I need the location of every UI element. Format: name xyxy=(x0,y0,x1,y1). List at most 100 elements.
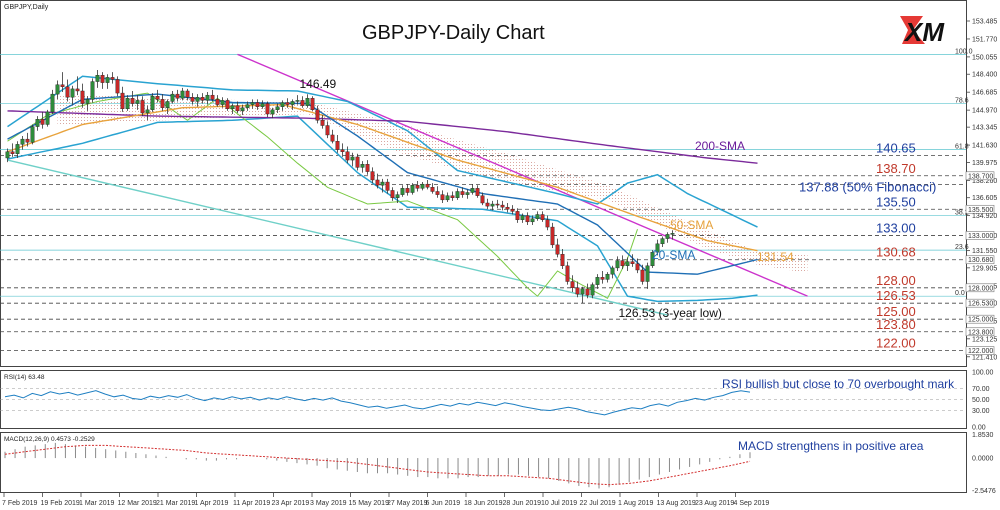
price-tick-label: 150.055 xyxy=(972,54,997,61)
price-panel xyxy=(0,0,967,367)
candle-body xyxy=(650,251,655,267)
annotations: 140.65 138.70 137.88 (50% Fibonacci)135.50… xyxy=(300,77,937,350)
rsi-plot: 100.00 70.00 50.00 30.00 0.00 xyxy=(0,370,994,432)
candle-body xyxy=(360,164,365,168)
candle-body xyxy=(445,195,450,201)
candle-body xyxy=(555,244,560,255)
price-tick-label: 134.920 xyxy=(972,213,997,220)
candle-body xyxy=(180,90,185,99)
rsi-line xyxy=(4,390,751,416)
x-tick-label: 22 Jul 2019 xyxy=(580,500,616,507)
x-tick-label: 13 Aug 2019 xyxy=(657,500,696,507)
candle-body xyxy=(95,75,100,82)
level-label: 138.70 xyxy=(876,161,916,176)
candle-body xyxy=(575,287,580,295)
fib-label: 61.8 xyxy=(955,144,969,151)
fib-label: 100.0 xyxy=(955,48,973,55)
price-tick-label: 143.345 xyxy=(972,125,997,132)
candle-body xyxy=(70,88,75,98)
rsi-tick-label: 100.00 xyxy=(972,370,994,377)
candle-body xyxy=(250,102,255,105)
level-label: 123.80 xyxy=(876,317,916,332)
level-tag: 128.000 xyxy=(968,285,993,292)
candle-body xyxy=(385,181,390,191)
candle-body xyxy=(140,100,145,114)
candle-body xyxy=(40,119,45,125)
candle-body xyxy=(280,102,285,107)
candle-body xyxy=(670,233,675,235)
level-label: 130.68 xyxy=(876,245,916,260)
candle-body xyxy=(10,151,15,154)
candle-body xyxy=(195,97,200,102)
candle-body xyxy=(30,126,35,143)
candle-body xyxy=(525,215,530,223)
macd-tick-label: -2.5476 xyxy=(972,488,996,495)
candle-body xyxy=(435,191,440,195)
x-tick-label: 1 Mar 2019 xyxy=(79,500,115,507)
x-tick-label: 28 Jun 2019 xyxy=(503,500,542,507)
candle-body xyxy=(645,265,650,282)
macd-tick-label: 1.8530 xyxy=(972,432,994,439)
candle-body xyxy=(595,277,600,285)
level-tag-box xyxy=(965,314,995,324)
level-label: 126.53 xyxy=(876,288,916,303)
candle-body xyxy=(590,284,595,296)
candle-body xyxy=(85,99,90,104)
level-label: 125.00 xyxy=(876,304,916,319)
candle-body xyxy=(475,188,480,196)
candle-body xyxy=(425,183,430,188)
candle-body xyxy=(485,202,490,207)
candle-body xyxy=(330,134,335,142)
fib-label: 38.2 xyxy=(955,210,969,217)
candle-body xyxy=(130,98,135,104)
level-tag-box xyxy=(965,327,995,337)
candle-body xyxy=(185,90,190,98)
rsi-annotation: RSI bullish but close to 70 overbought m… xyxy=(722,377,955,391)
candle-body xyxy=(620,260,625,267)
price-tick-label: 131.550 xyxy=(972,248,997,255)
macd-label: MACD(12,26,9) 0.4573 -0.2529 xyxy=(4,436,95,443)
candle-body xyxy=(465,192,470,195)
candle-body xyxy=(15,144,20,154)
candle-body xyxy=(415,184,420,189)
x-tick-label: 19 Feb 2019 xyxy=(41,500,80,507)
candle-body xyxy=(580,288,585,295)
macd-signal-line xyxy=(4,444,751,486)
candle-body xyxy=(135,100,140,104)
rsi-tick-label: 70.00 xyxy=(972,386,990,393)
candle-body xyxy=(255,102,260,107)
candle-body xyxy=(290,101,295,105)
level-tag: 125.000 xyxy=(968,317,993,324)
candle-body xyxy=(515,211,520,220)
level-tag-box xyxy=(965,298,995,308)
price-tick-label: 144.970 xyxy=(972,108,997,115)
candle-body xyxy=(25,138,30,143)
candle-body xyxy=(35,119,40,127)
x-tick-label: 27 May 2019 xyxy=(387,500,428,507)
candle-body xyxy=(105,77,110,83)
candle-body xyxy=(200,97,205,101)
candle-body xyxy=(600,277,605,280)
candle-body xyxy=(225,100,230,109)
candle-body xyxy=(390,190,395,198)
price-tick-label: 138.260 xyxy=(972,178,997,185)
x-tick-label: 23 Apr 2019 xyxy=(272,500,310,507)
level-tag: 135.500 xyxy=(968,207,993,214)
level-tag-box xyxy=(965,231,995,240)
candle-body xyxy=(305,98,310,106)
candle-body xyxy=(220,100,225,105)
macd-annotation: MACD strengthens in positive area xyxy=(738,439,924,453)
candle-body xyxy=(245,104,250,108)
xm-logo: XM xyxy=(900,16,945,47)
price-tick-label: 123.125 xyxy=(972,336,997,343)
candle-body xyxy=(5,151,10,159)
candle-body xyxy=(270,109,275,115)
candle-body xyxy=(460,191,465,195)
level-label: 137.88 (50% Fibonacci) xyxy=(799,179,936,194)
rsi-label: RSI(14) 63.48 xyxy=(4,374,45,381)
candle-body xyxy=(205,94,210,101)
candle-body xyxy=(350,156,355,161)
x-tick-label: 10 Jul 2019 xyxy=(541,500,577,507)
candle-body xyxy=(530,218,535,223)
macd-panel xyxy=(0,432,967,493)
